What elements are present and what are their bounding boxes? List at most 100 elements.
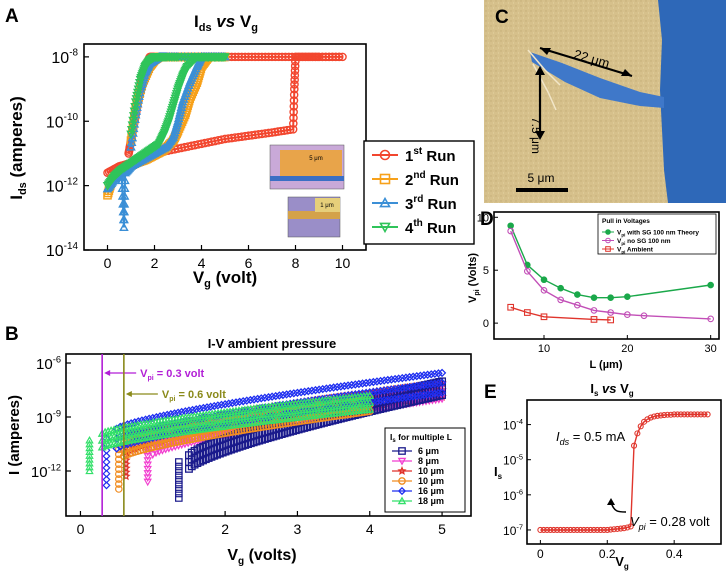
panel-a-data-point [290,84,299,94]
panel-e-data-point [674,411,681,418]
panel-e-data-point [637,423,644,430]
panel-d-data-point [607,309,615,316]
panel-d-data-point [540,313,548,321]
panel-b-band-marker [358,379,367,388]
panel-d-series-line [510,230,711,320]
panel-e-data-point [610,526,618,533]
panel-b-band-marker [423,370,432,379]
panel-b-onset-marker [175,489,183,498]
panel-a-data-point [264,128,273,138]
panel-b-band-marker [379,376,389,385]
panel-b-band-marker [376,386,385,396]
panel-a-x-tick-label: 4 [198,255,206,271]
panel-b-onset-marker [85,439,94,448]
panel-b-onset-marker [175,476,183,484]
panel-b-band-marker [419,390,429,400]
panel-b-onset-marker [114,480,123,488]
panel-a-data-point [279,126,289,135]
panel-b-band-marker [401,393,411,402]
panel-e-x-tick-label: 0 [537,547,544,561]
panel-a-y-tick-label: 10-14 [46,241,79,260]
gap-arrowheads [535,66,545,140]
panel-b-band-marker [398,373,407,383]
panel-d-data-point [573,301,581,309]
panel-b-band-marker [282,390,291,399]
panel-letter-a: A [5,6,19,27]
panel-b-band-marker [437,388,447,397]
panel-e-data-point [554,526,561,534]
panel-b: B I-V ambient pressure 0 1 2 3 4 5 10-6 10-9 10-… [5,324,472,567]
panel-b-band-marker [379,386,389,395]
panel-b-band-marker [289,389,299,398]
panel-d-legend-label: Vpi Ambient [617,247,654,255]
panel-b-band-marker [398,383,407,393]
panel-b-onset-marker [175,462,183,471]
panel-b-onset-marker [114,485,123,493]
panel-e-y-tick-label: 10-6 [503,487,523,502]
panel-b-band-marker [369,387,378,397]
panel-b-legend-marker [398,477,406,485]
panel-b-legend-label: 18 μm [418,496,444,506]
panel-d-data-point [624,293,631,300]
panel-b-band-marker [423,390,432,399]
panel-b-band-marker [376,396,385,406]
panel-b-band-marker [173,408,183,417]
panel-b-onset-marker [114,465,123,474]
panel-d-legend-title: Pull in Voltages [602,218,650,225]
panel-e-y-label: Is [494,464,503,481]
panel-b-band-marker [100,441,110,450]
panel-b-band-marker [260,393,270,402]
panel-d-x-tick-label: 30 [705,343,717,355]
panel-b-band-marker [354,379,364,389]
panel-a-data-point [273,127,283,136]
panel-d-data-point [640,312,648,320]
panel-b-band-marker [412,381,421,391]
panel-b-band-marker [100,434,110,443]
panel-e-data-point [694,411,701,418]
panel-a-x-tick-label: 6 [245,255,253,271]
panel-e-plot-area [537,411,711,534]
panel-b-band-marker [383,375,393,385]
panel-b-band-marker [376,376,385,386]
panel-a-y-tick-label: 10-12 [46,176,79,195]
panel-b-band-marker [285,389,295,399]
panel-a-data-point [289,119,298,128]
panel-b-band-marker [387,385,396,394]
panel-b-vpi-arrowhead [125,391,132,397]
panel-b-band-marker [427,370,436,379]
panel-a-x-tick-label: 2 [151,255,159,271]
cantilever [530,52,664,108]
panel-e-data-point [681,411,688,418]
panel-b-band-marker [372,387,382,396]
panel-e-data-point [617,525,624,532]
panel-a-data-point [128,112,139,121]
panel-b-band-marker [206,402,215,411]
panel-b-onset-marker [102,475,111,484]
panel-b-band-marker [434,379,443,388]
panel-b-band-marker [401,383,411,392]
panel-b-onset-marker [143,452,152,461]
panel-a-y-label: Ids (amperes) [7,96,29,200]
panel-e-data-point [560,526,567,534]
panel-d-data-point [590,307,598,314]
panel-d-data-point [607,294,614,302]
panel-d-series-line [510,306,611,321]
panel-b-band-marker [347,380,356,390]
panel-a-y-tick-label: 10-10 [46,112,79,131]
panel-e-data-point [537,526,544,534]
panel-e-data-point [647,414,654,421]
panel-a-data-point [290,61,300,71]
panel-b-band-marker [419,380,429,390]
panel-b-band-marker [430,389,440,398]
panel-b-band-marker [267,392,277,401]
panel-e-data-point [600,526,607,534]
panel-b-onset-marker [143,457,152,465]
panel-b-band-marker [347,390,356,400]
panel-b-band-marker [130,418,139,427]
panel-a-legend-label: 1st Run [405,146,456,165]
panel-b-band-marker [361,378,371,388]
panel-b-band-marker [383,395,393,405]
panel-b-band-marker [217,400,226,410]
panel-b-band-marker [365,397,375,406]
panel-b-band-marker [325,383,335,393]
